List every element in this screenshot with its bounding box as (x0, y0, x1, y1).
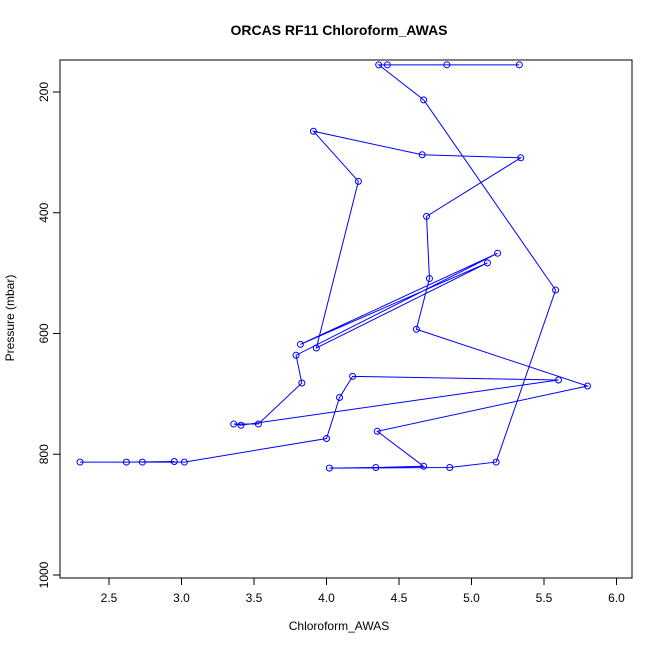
data-point (554, 376, 562, 384)
data-point (122, 458, 130, 466)
data-point (230, 420, 238, 428)
data-point (412, 325, 420, 333)
data-point (349, 372, 357, 380)
x-tick-label: 4.5 (391, 591, 408, 605)
x-tick-label: 3.0 (173, 591, 190, 605)
data-point (515, 61, 523, 69)
data-point (180, 458, 188, 466)
data-point (420, 462, 428, 470)
data-point (583, 382, 591, 390)
data-point (76, 458, 84, 466)
data-point (483, 259, 491, 267)
data-point (296, 340, 304, 348)
data-point (375, 61, 383, 69)
data-point (372, 464, 380, 472)
chart-title: ORCAS RF11 Chloroform_AWAS (230, 22, 447, 38)
data-point (298, 379, 306, 387)
data-point (312, 344, 320, 352)
data-point (423, 212, 431, 220)
data-point (420, 96, 428, 104)
data-point (425, 275, 433, 283)
data-point (254, 420, 262, 428)
data-point (383, 61, 391, 69)
data-point (443, 61, 451, 69)
x-axis-label: Chloroform_AWAS (289, 619, 389, 633)
data-point (292, 351, 300, 359)
y-tick-label: 400 (37, 202, 51, 222)
data-point (138, 458, 146, 466)
data-point (325, 464, 333, 472)
x-tick-label: 5.0 (463, 591, 480, 605)
data-point (170, 457, 178, 465)
x-tick-label: 5.5 (536, 591, 553, 605)
data-line (80, 64, 590, 469)
y-tick-label: 1000 (37, 561, 51, 588)
data-point (517, 154, 525, 162)
data-point (373, 427, 381, 435)
data-point (552, 286, 560, 294)
x-tick-label: 2.5 (101, 591, 118, 605)
data-point (237, 421, 245, 429)
data-point (309, 127, 317, 135)
x-tick-label: 6.0 (608, 591, 625, 605)
y-tick-label: 800 (37, 444, 51, 464)
data-point (354, 177, 362, 185)
y-tick-label: 200 (37, 82, 51, 102)
data-point (322, 435, 330, 443)
data-point (336, 393, 344, 401)
y-axis-label: Pressure (mbar) (3, 275, 17, 362)
data-point (446, 464, 454, 472)
data-point (418, 151, 426, 159)
x-tick-label: 3.5 (246, 591, 263, 605)
plot-area (76, 61, 591, 472)
plot-frame (59, 59, 633, 579)
data-point (492, 458, 500, 466)
x-tick-label: 4.0 (318, 591, 335, 605)
data-point (494, 249, 502, 257)
y-tick-label: 600 (37, 323, 51, 343)
